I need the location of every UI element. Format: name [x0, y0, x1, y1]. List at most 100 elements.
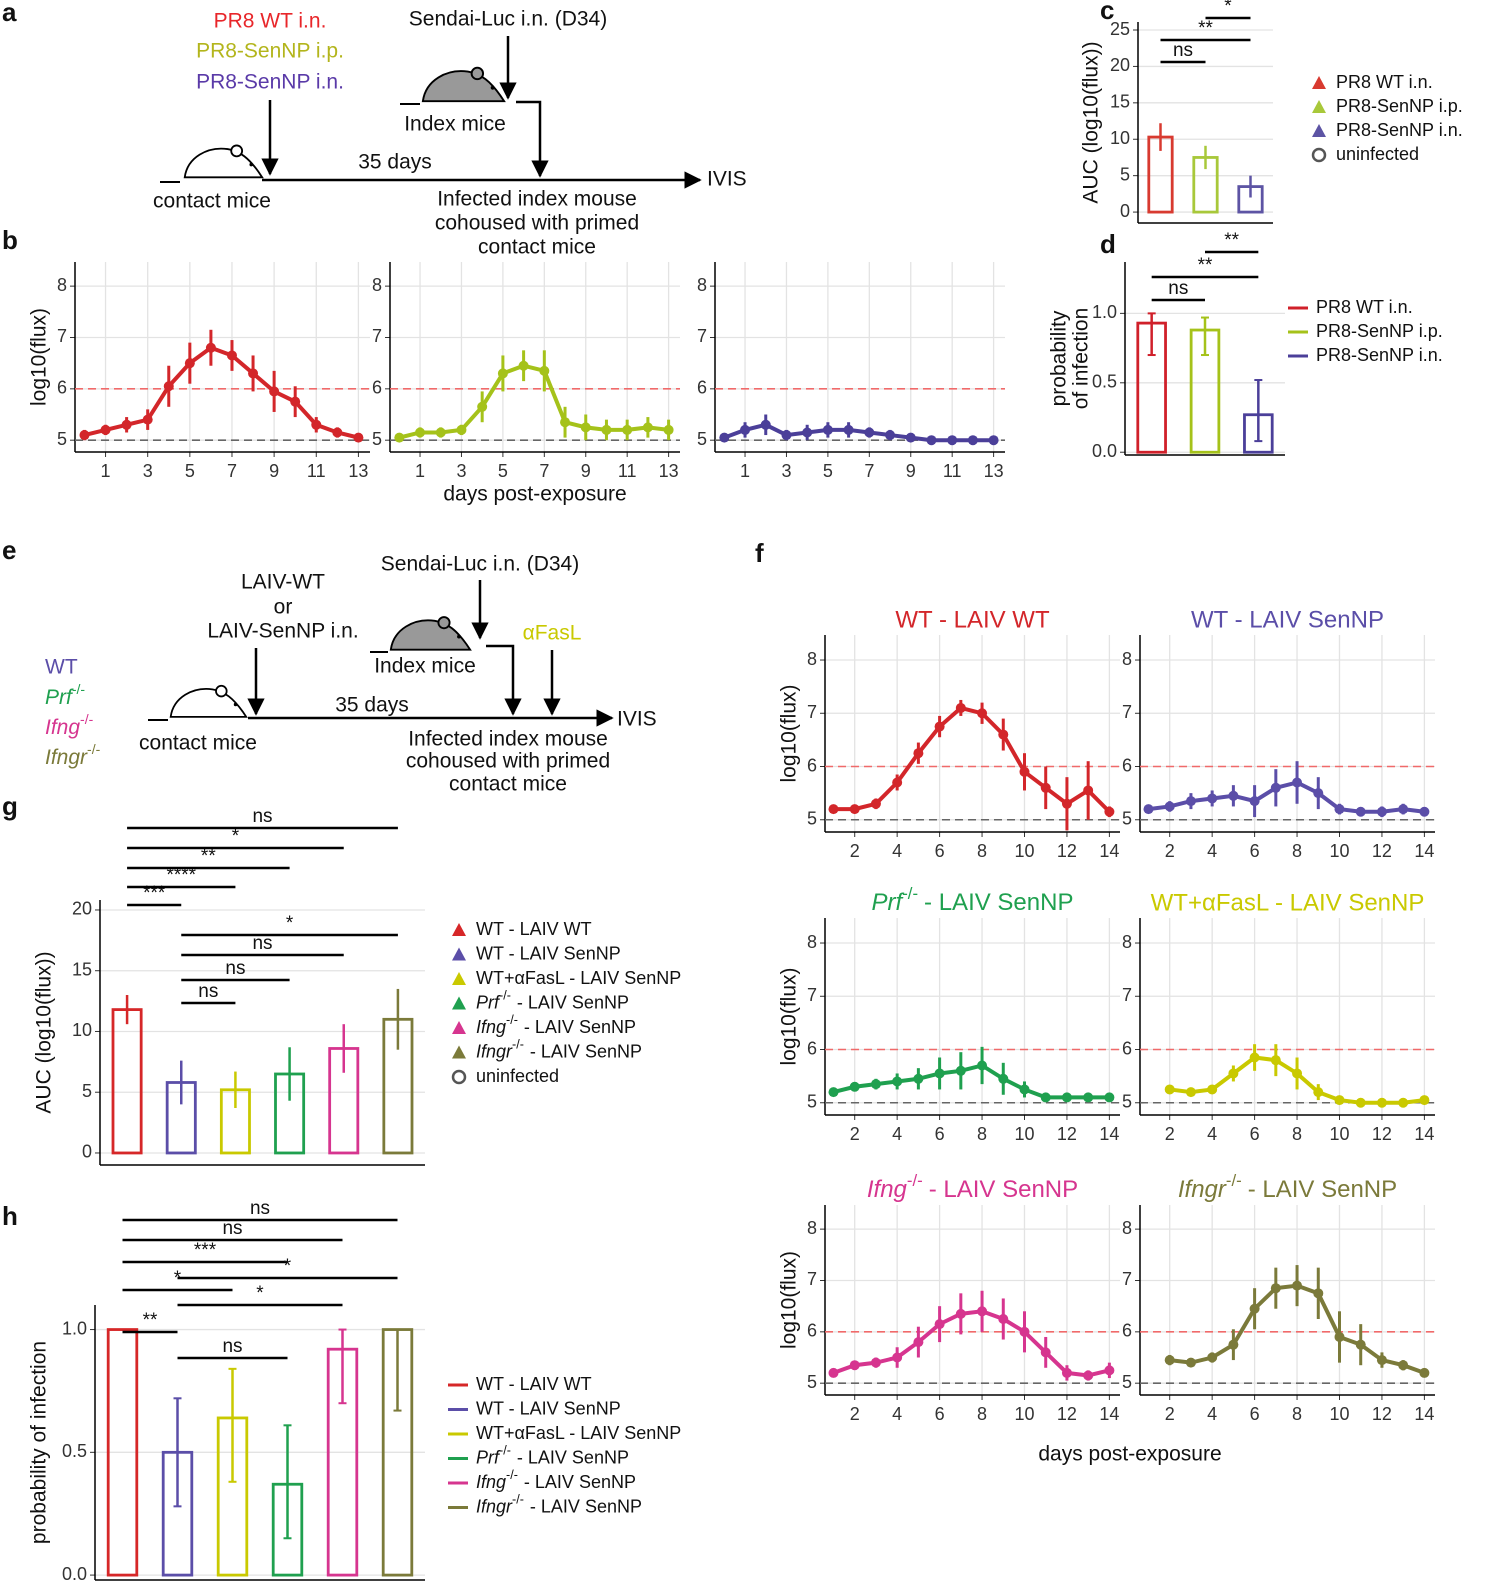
- mean-point: [1419, 806, 1430, 817]
- x-tick-label: 7: [864, 461, 874, 481]
- mean-point: [1313, 788, 1324, 799]
- x-tick-label: 11: [618, 461, 637, 481]
- gene-name: Prf: [476, 992, 501, 1012]
- mean-point: [311, 419, 322, 430]
- y-tick-label: 5: [372, 429, 382, 449]
- significance-label: ns: [198, 981, 218, 1002]
- x-axis-label: days post-exposure: [443, 483, 626, 506]
- mean-point: [1207, 1084, 1218, 1095]
- significance-label: ns: [222, 1218, 242, 1239]
- significance-label: ns: [250, 1198, 270, 1219]
- gene-name: Ifngr: [476, 1496, 513, 1516]
- x-tick-label: 8: [1292, 841, 1302, 861]
- mean-point: [760, 419, 771, 430]
- y-tick-label: 6: [1122, 1038, 1132, 1058]
- y-tick-label: 8: [1122, 932, 1132, 952]
- mean-point: [622, 424, 633, 435]
- significance-label: ****: [166, 865, 196, 886]
- mean-point: [580, 422, 591, 433]
- mean-point: [998, 1314, 1009, 1324]
- y-axis-label: AUC (log10(flux)): [1080, 41, 1103, 203]
- diagram-e: LAIV-WT or LAIV-SenNP i.n. contact mice …: [45, 553, 657, 796]
- x-tick-label: 10: [1329, 1404, 1349, 1424]
- x-tick-label: 4: [892, 841, 902, 861]
- x-tick-label: 7: [539, 461, 549, 481]
- y-tick-label: 0: [82, 1142, 92, 1162]
- y-tick-label: 7: [1122, 985, 1132, 1005]
- arrow: [516, 100, 549, 178]
- label: cohoused with primed: [406, 750, 610, 773]
- mean-point: [1083, 1370, 1094, 1381]
- mean-point: [1104, 806, 1115, 817]
- mean-point: [849, 1360, 860, 1371]
- mean-point: [802, 427, 813, 438]
- mean-point: [1207, 1352, 1218, 1363]
- mean-point: [870, 1079, 881, 1090]
- mean-point: [926, 435, 937, 446]
- x-tick-label: 4: [1207, 1404, 1217, 1424]
- legend-marker: [452, 947, 466, 961]
- label: LAIV-WT: [241, 571, 325, 594]
- label-rest: - LAIV SenNP: [924, 889, 1073, 916]
- y-tick-label: 5: [57, 429, 67, 449]
- x-tick-label: 8: [977, 1404, 987, 1424]
- mean-point: [1313, 1087, 1324, 1098]
- mean-point: [1249, 796, 1260, 807]
- x-tick-label: 14: [1414, 841, 1434, 861]
- mean-point: [870, 798, 881, 809]
- legend-label: Prf-/- - LAIV SenNP: [476, 989, 629, 1012]
- superscript: -/-: [907, 1171, 923, 1190]
- significance-label: *: [284, 1256, 292, 1277]
- y-tick-label: 20: [72, 899, 92, 919]
- legend-marker: [452, 972, 466, 985]
- superscript: -/-: [80, 711, 94, 727]
- y-tick-label: 8: [57, 275, 67, 295]
- panel-label: c: [1100, 0, 1114, 25]
- significance-label: ns: [222, 1336, 242, 1357]
- legend-label: PR8-SenNP i.p.: [1316, 321, 1443, 341]
- mean-point: [967, 435, 978, 446]
- mean-point: [1334, 1331, 1345, 1342]
- gene-name: Ifng: [476, 1472, 506, 1492]
- gene-name: Prf: [476, 1447, 501, 1467]
- y-tick-label: 6: [807, 755, 817, 775]
- y-tick-label: 6: [807, 1321, 817, 1341]
- x-tick-label: 1: [101, 461, 111, 481]
- panel-label: h: [2, 1201, 18, 1231]
- y-tick-label: 0.5: [1092, 372, 1117, 392]
- mean-point: [905, 432, 916, 443]
- label: cohoused with primed: [435, 212, 639, 235]
- label-rest: - LAIV SenNP: [517, 1447, 629, 1467]
- mean-point: [977, 708, 988, 719]
- mean-point: [781, 430, 792, 441]
- legend-label: uninfected: [1336, 144, 1419, 164]
- legend-label: Ifngr-/- - LAIV SenNP: [476, 1493, 642, 1516]
- mean-point: [1185, 1087, 1196, 1098]
- mean-point: [100, 424, 111, 435]
- label-rest: - LAIV SenNP: [524, 1017, 636, 1037]
- legend-label: WT+αFasL - LAIV SenNP: [476, 1423, 681, 1443]
- superscript: -/-: [512, 1038, 524, 1052]
- x-tick-label: 6: [935, 1404, 945, 1424]
- x-tick-label: 8: [977, 1124, 987, 1144]
- x-tick-label: 14: [1099, 1404, 1119, 1424]
- legend-marker: [452, 1021, 466, 1034]
- y-tick-label: 7: [372, 326, 382, 346]
- y-tick-label: 1.0: [1092, 302, 1117, 322]
- mean-point: [828, 1367, 839, 1378]
- mean-point: [1419, 1095, 1430, 1106]
- panel-label: a: [2, 0, 17, 27]
- label: Index mice: [404, 113, 506, 136]
- label-rest: - LAIV SenNP: [530, 1496, 642, 1516]
- y-tick-label: 6: [1122, 1321, 1132, 1341]
- mean-point: [1270, 1055, 1281, 1066]
- legend-marker: [451, 1069, 467, 1085]
- label: 35 days: [335, 694, 409, 717]
- y-tick-label: 8: [1122, 1218, 1132, 1238]
- mean-point: [828, 1087, 839, 1098]
- chart-title: WT+αFasL - LAIV SenNP: [1151, 889, 1425, 916]
- x-tick-label: 5: [823, 461, 833, 481]
- x-tick-label: 9: [906, 461, 916, 481]
- mean-point: [934, 1068, 945, 1079]
